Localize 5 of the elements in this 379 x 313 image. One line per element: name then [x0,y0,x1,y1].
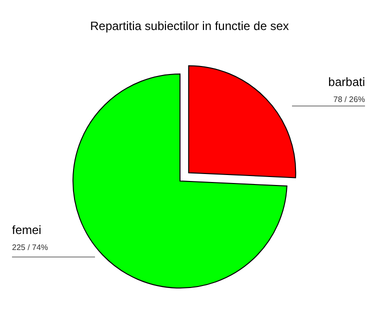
data-label: 78 / 26% [333,95,365,104]
data-label: 225 / 74% [12,243,48,252]
slice-label: femei [12,223,42,237]
slice-label: barbati [328,75,365,89]
chart-title: Repartitia subiectilor in functie de sex [90,19,289,33]
